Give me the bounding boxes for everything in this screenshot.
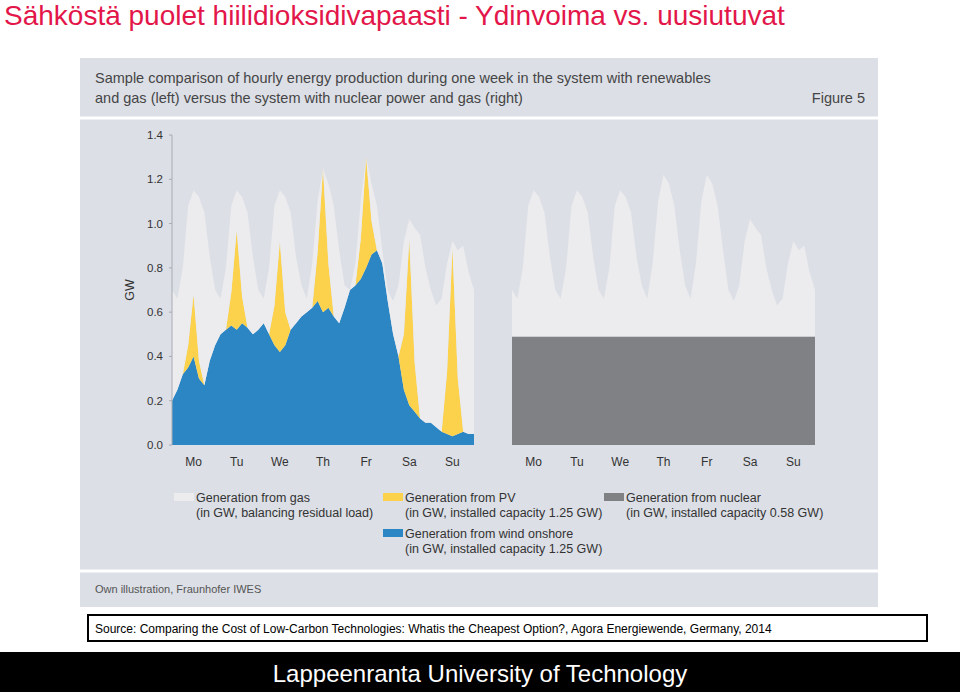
- figure-title: Sample comparison of hourly energy produ…: [95, 70, 711, 86]
- y-tick-label: 0.6: [147, 306, 163, 318]
- plot-area: [172, 157, 474, 445]
- x-tick-label: Mo: [185, 455, 202, 469]
- x-tick-label: Fr: [701, 455, 712, 469]
- figure-panel: [80, 58, 878, 607]
- y-tick: [169, 179, 172, 180]
- legend-line: Generation from nuclear: [626, 491, 761, 505]
- area-series: [172, 157, 474, 436]
- footer-band: [0, 652, 960, 692]
- background: [0, 0, 960, 692]
- legend-swatch: [383, 493, 403, 501]
- separator: [80, 570, 878, 573]
- y-tick-label: 0.8: [147, 262, 163, 274]
- legend-swatch: [604, 493, 624, 501]
- legend-line: (in GW, installed capacity 1.25 GW): [405, 506, 602, 520]
- y-tick-label: 0.2: [147, 395, 163, 407]
- y-tick: [169, 312, 172, 313]
- legend-line: (in GW, balancing residual load): [196, 506, 373, 520]
- x-tick-label: Th: [316, 455, 330, 469]
- footer: Lappeenranta University of Technology: [273, 660, 688, 687]
- legend-line: Generation from PV: [405, 491, 516, 505]
- area-series: [512, 337, 815, 446]
- y-tick-label: 0.0: [147, 439, 163, 451]
- y-tick: [169, 445, 172, 446]
- x-tick-label: Sa: [743, 455, 758, 469]
- figure-title: and gas (left) versus the system with nu…: [95, 90, 523, 106]
- figure-label: Figure 5: [812, 90, 865, 106]
- y-tick: [169, 356, 172, 357]
- credit: Own illustration, Fraunhofer IWES: [95, 583, 261, 595]
- y-tick-label: 0.4: [147, 350, 164, 362]
- legend-swatch: [174, 493, 194, 501]
- area-series: [172, 157, 474, 434]
- x-tick-label: Su: [786, 455, 801, 469]
- plot-area: [512, 175, 815, 445]
- x-tick-label: Mo: [525, 455, 542, 469]
- x-tick-label: Sa: [402, 455, 417, 469]
- heading: Sähköstä puolet hiilidioksidivapaasti - …: [4, 0, 785, 31]
- y-tick-label: 1.0: [147, 218, 163, 230]
- x-tick-label: Tu: [570, 455, 584, 469]
- legend-entry: Generation from PV(in GW, installed capa…: [383, 491, 602, 520]
- legend-entry: Generation from nuclear(in GW, installed…: [604, 491, 823, 520]
- x-tick-label: We: [611, 455, 629, 469]
- source-box: [88, 615, 927, 641]
- x-tick-label: Tu: [230, 455, 244, 469]
- y-tick-label: 1.2: [147, 173, 163, 185]
- legend-label: Generation from nuclear(in GW, installed…: [626, 491, 823, 520]
- x-tick-label: We: [271, 455, 289, 469]
- legend-line: Generation from wind onshore: [405, 527, 573, 541]
- legend-entry: Generation from gas(in GW, balancing res…: [174, 491, 373, 520]
- legend-label: Generation from gas(in GW, balancing res…: [196, 491, 373, 520]
- legend-label: Generation from wind onshore(in GW, inst…: [405, 527, 602, 556]
- source: Source: Comparing the Cost of Low-Carbon…: [95, 622, 772, 636]
- y-tick: [169, 400, 172, 401]
- y-tick-label: 1.4: [147, 129, 164, 141]
- y-tick: [169, 223, 172, 224]
- x-tick-label: Th: [656, 455, 670, 469]
- legend-label: Generation from PV(in GW, installed capa…: [405, 491, 602, 520]
- y-tick: [169, 267, 172, 268]
- y-tick: [169, 135, 172, 136]
- legend-swatch: [383, 529, 403, 537]
- legend-line: Generation from gas: [196, 491, 310, 505]
- slide: Sähköstä puolet hiilidioksidivapaasti - …: [0, 0, 960, 692]
- y-axis-label: GW: [123, 279, 137, 301]
- separator: [80, 117, 878, 120]
- legend-line: (in GW, installed capacity 1.25 GW): [405, 542, 602, 556]
- x-tick-label: Fr: [360, 455, 371, 469]
- area-series: [512, 175, 815, 337]
- y-axis: [172, 135, 173, 445]
- legend-entry: Generation from wind onshore(in GW, inst…: [383, 527, 602, 556]
- x-tick-label: Su: [445, 455, 460, 469]
- legend-line: (in GW, installed capacity 0.58 GW): [626, 506, 823, 520]
